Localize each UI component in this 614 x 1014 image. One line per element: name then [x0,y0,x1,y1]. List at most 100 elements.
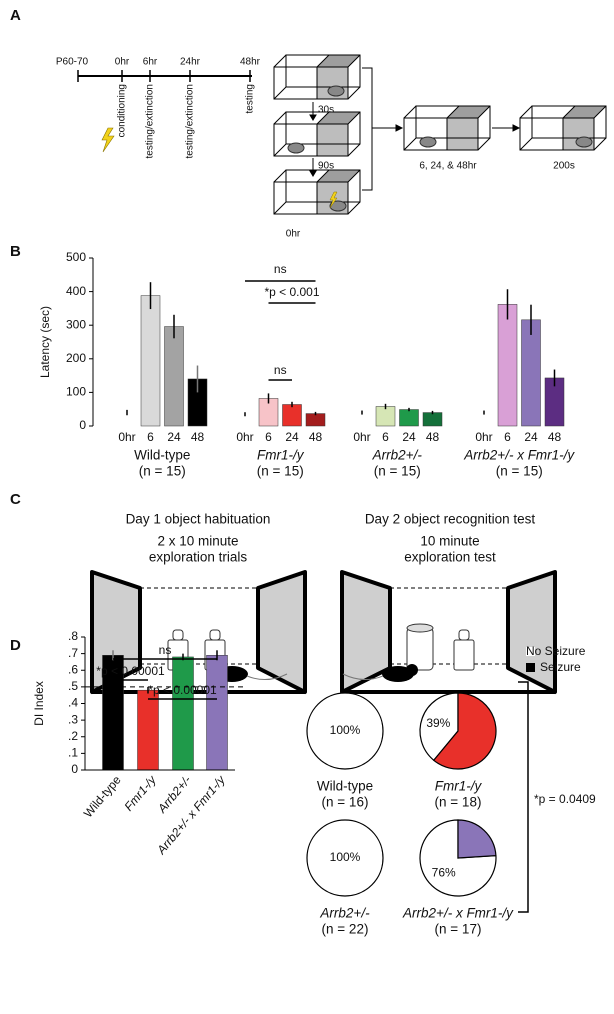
x-tick-label: 6 [504,430,511,444]
chamber-edge [593,105,607,119]
pie-value-label: 76% [432,865,456,879]
object-cap [209,629,221,641]
panel-label: B [10,243,21,260]
chamber-edge [403,137,417,151]
chamber-dark [447,118,478,150]
significance-bracket [518,681,529,913]
timeline-label: 6hr [143,57,158,68]
panel-label: A [10,7,21,24]
chamber-back [531,105,607,139]
legend-swatch [526,663,535,672]
pie-value-label: 39% [426,716,450,730]
chamber-edge [347,86,361,100]
pie-slice [432,692,497,770]
chamber-edge [347,111,361,125]
chamber-back [285,169,361,203]
pie-n: (n = 18) [435,795,482,810]
panel-label: D [10,637,21,654]
significance-label: ns [159,643,172,657]
chamber-diagrams [273,54,607,215]
y-axis-label: DI Index [32,681,46,726]
task-subtitle: 10 minute [420,534,479,549]
object-cap [172,629,184,641]
pie-label: Fmr1-/y [435,779,483,794]
x-tick-label: 0hr [236,430,253,444]
interval-label: 90s [318,161,334,172]
object [453,639,475,671]
pie-n: (n = 16) [322,795,369,810]
mouse [575,136,593,148]
pie-label: Wild-type [317,779,373,794]
chamber-front [273,66,349,100]
chamber-dark-top [317,112,360,124]
chamber-front [519,117,595,151]
task-title: Day 2 object recognition test [365,512,536,527]
x-tick-label: 24 [524,430,538,444]
chamber-edge [316,169,330,183]
x-tick-label: 48 [548,430,562,444]
x-tick-label: Fmr1-/y [121,772,159,813]
pie-value-label: 100% [330,850,361,864]
chamber-edge [273,201,287,215]
chamber-dark-top [317,55,360,67]
event-label: conditioning [117,84,128,137]
mouse [327,85,345,97]
legend-label: Seizure [540,660,581,674]
x-tick-label: 24 [167,430,181,444]
chamber-edge [519,137,533,151]
mouse [419,136,437,148]
x-tick-label: 6 [382,430,389,444]
significance-label: *p < 0.001 [264,285,319,299]
mouse-head [406,664,418,676]
group-n: (n = 15) [374,464,421,479]
bar [206,655,228,771]
shock-icon [329,191,338,209]
chamber-front [273,181,349,215]
pie-slice [457,819,497,859]
x-tick-label: 24 [402,430,416,444]
pie-slice [419,692,459,762]
significance-label: *p < 0.00001 [148,683,217,697]
mouse [329,200,347,212]
object [406,627,434,671]
chamber-edge [273,143,287,157]
object-cap [458,629,470,641]
chamber-back [285,54,361,88]
panel-label: C [10,491,21,508]
y-tick-label: 500 [66,250,86,264]
stage-label: 200s [553,161,575,172]
pie-n: (n = 22) [322,922,369,937]
chamber-edge [273,54,287,68]
x-tick-label: 24 [285,430,299,444]
chamber-edge [316,54,330,68]
significance-label: ns [274,262,287,276]
chamber-dark-top [447,106,490,118]
event-label: testing [245,84,256,113]
group-label: Arrb2+/- [372,448,423,463]
y-tick-label: 100 [66,385,86,399]
task-subtitle: exploration trials [149,550,248,565]
arena-wall [506,570,557,694]
pie-label: Arrb2+/- [319,906,370,921]
pie-label: Arrb2+/- x Fmr1-/y [402,906,514,921]
arrows [309,67,521,191]
chamber-edge [273,169,287,183]
chamber-edge [347,201,361,215]
chamber-dark-top [317,170,360,182]
group-label: Wild-type [134,448,190,463]
group-label: Arrb2+/- x Fmr1-/y [463,448,575,463]
chamber-edge [347,54,361,68]
chamber-edge [519,105,533,119]
mouse [287,142,305,154]
timeline-label: P60-70 [56,57,89,68]
bar [140,295,161,427]
x-tick-label: 6 [147,430,154,444]
x-tick-label: 48 [191,430,205,444]
mouse-tail [342,673,384,680]
y-tick-label: .1 [68,746,78,760]
pie-slice [306,819,384,897]
chamber-edge [347,169,361,183]
legend-swatch [526,647,535,656]
y-tick-label: 300 [66,317,86,331]
